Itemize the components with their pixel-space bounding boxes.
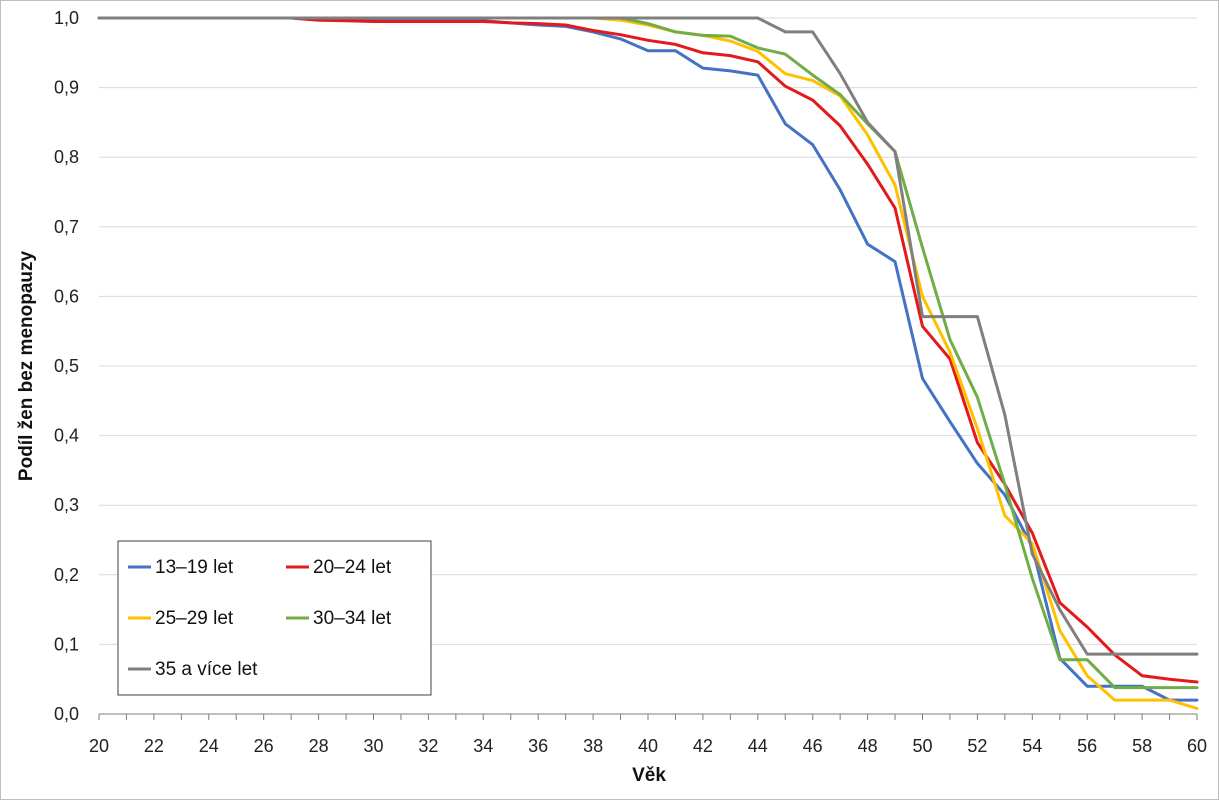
x-tick-label: 28 (309, 736, 329, 756)
x-tick-label: 30 (363, 736, 383, 756)
y-tick-label: 0,4 (54, 426, 79, 446)
series-lines (97, 16, 1199, 710)
legend-box (117, 540, 432, 696)
legend-label: 30–34 let (313, 608, 392, 629)
y-tick-label: 0,8 (54, 147, 79, 167)
x-tick-label: 34 (473, 736, 493, 756)
x-tick-labels: 20 22 24 26 28 30 32 34 36 38 40 42 44 46 48 50 52 54 56 58… (89, 736, 1207, 756)
x-tick-label: 40 (638, 736, 658, 756)
x-tick-label: 32 (418, 736, 438, 756)
x-tick-label: 20 (89, 736, 109, 756)
x-tick-label: 54 (1022, 736, 1042, 756)
y-tick-label: 0,7 (54, 217, 79, 237)
y-tick-label: 0,1 (54, 634, 79, 654)
x-tick-label: 52 (967, 736, 987, 756)
y-tick-label: 0,3 (54, 495, 79, 515)
y-axis-title: Podíl žen bez menopauzy (16, 251, 37, 482)
y-tick-label: 1,0 (54, 8, 79, 28)
x-tick-label: 24 (199, 736, 219, 756)
y-tick-label: 0,0 (54, 704, 79, 724)
y-tick-label: 0,9 (54, 78, 79, 98)
x-tick-label: 56 (1077, 736, 1097, 756)
x-tick-label: 60 (1187, 736, 1207, 756)
y-tick-labels: 0,0 0,1 0,2 0,3 0,4 0,5 0,6 0,7 0,8 0,9 1,0 (54, 8, 79, 724)
x-tick-label: 38 (583, 736, 603, 756)
y-tick-label: 0,5 (54, 356, 79, 376)
axes (98, 713, 1198, 720)
x-tick-label: 58 (1132, 736, 1152, 756)
legend-items: 13–19 let 20–24 let 25–29 let 30–34 let 35 a… (128, 557, 392, 680)
legend: 13–19 let 20–24 let 25–29 let 30–34 let 35 a… (117, 540, 432, 696)
x-tick-label: 44 (748, 736, 768, 756)
x-tick-label: 46 (803, 736, 823, 756)
legend-label: 13–19 let (155, 557, 234, 578)
legend-label: 35 a více let (155, 659, 258, 680)
x-tick-label: 26 (254, 736, 274, 756)
x-tick-label: 48 (858, 736, 878, 756)
y-tick-label: 0,2 (54, 565, 79, 585)
legend-label: 25–29 let (155, 608, 234, 629)
y-tick-label: 0,6 (54, 286, 79, 306)
x-tick-label: 50 (912, 736, 932, 756)
x-tick-label: 22 (144, 736, 164, 756)
x-tick-label: 42 (693, 736, 713, 756)
legend-label: 20–24 let (313, 557, 392, 578)
series-line (97, 16, 1199, 656)
x-axis-title: Věk (632, 765, 666, 786)
x-tick-label: 36 (528, 736, 548, 756)
